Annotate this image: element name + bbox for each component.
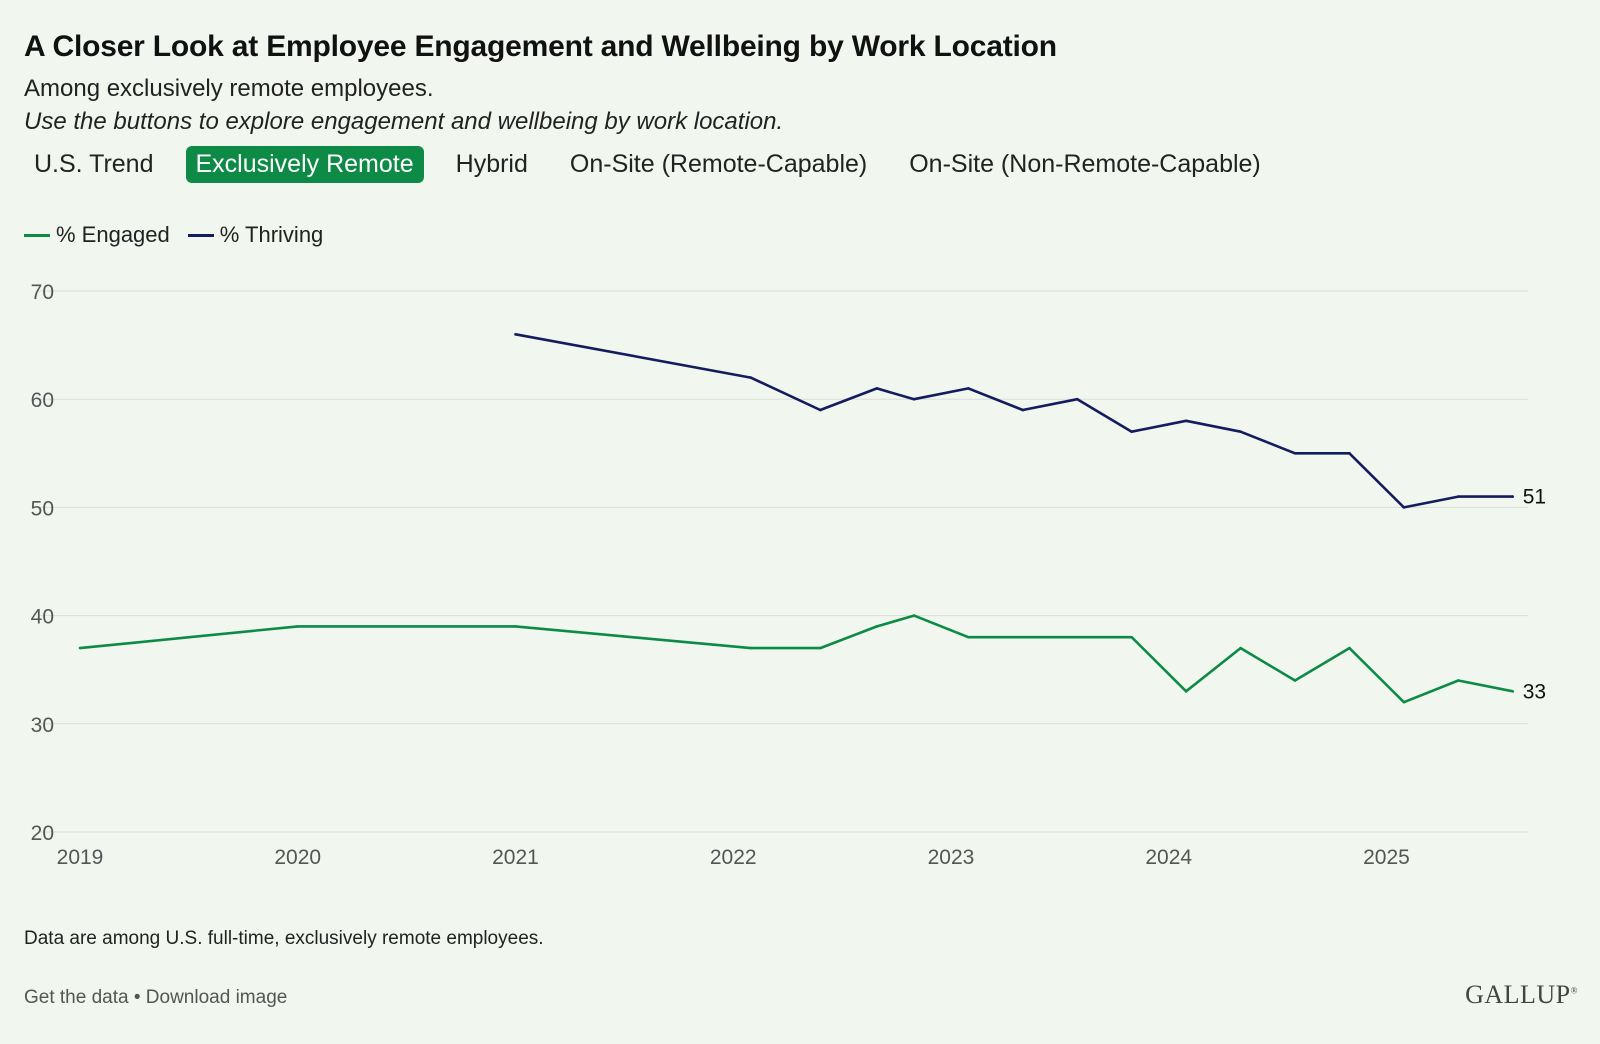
- data-point-engaged: [1184, 690, 1188, 693]
- tab-us-trend[interactable]: U.S. Trend: [34, 150, 154, 178]
- end-label-thriving: 51: [1523, 486, 1546, 509]
- x-tick-label: 2023: [928, 846, 975, 869]
- footer-separator: •: [128, 987, 146, 1008]
- data-point-engaged: [1402, 700, 1406, 704]
- data-point-engaged: [1511, 690, 1515, 693]
- gallup-logo-mark: ®: [1570, 985, 1578, 996]
- data-point-thriving: [1184, 419, 1188, 423]
- data-point-thriving: [1239, 430, 1242, 433]
- data-point-engaged: [912, 614, 916, 617]
- data-point-engaged: [875, 625, 879, 628]
- data-point-thriving: [1075, 397, 1079, 401]
- x-tick-label: 2024: [1145, 846, 1192, 869]
- data-point-thriving: [1511, 495, 1515, 498]
- chart-instructions: Use the buttons to explore engagement an…: [24, 108, 784, 135]
- x-tick-label: 2022: [710, 846, 757, 869]
- y-tick-label: 40: [31, 606, 54, 629]
- chart-title: A Closer Look at Employee Engagement and…: [24, 30, 1057, 63]
- chart-legend: % Engaged % Thriving: [24, 222, 341, 248]
- data-point-engaged: [1348, 646, 1351, 650]
- series-line-engaged: [79, 614, 1514, 704]
- series-line-thriving: [515, 333, 1513, 509]
- y-tick-label: 70: [31, 281, 54, 304]
- end-label-engaged: 33: [1523, 680, 1546, 703]
- data-point-thriving: [1457, 495, 1460, 498]
- data-point-engaged: [514, 625, 517, 628]
- data-point-thriving: [1130, 430, 1134, 433]
- legend-swatch-engaged: [24, 233, 50, 237]
- gallup-logo-text: GALLUP: [1465, 980, 1571, 1009]
- data-point-engaged: [967, 635, 970, 639]
- tab-on-site-remote-capable[interactable]: On-Site (Remote-Capable): [569, 150, 868, 178]
- tab-exclusively-remote[interactable]: Exclusively Remote: [185, 146, 424, 183]
- legend-swatch-thriving: [187, 233, 214, 237]
- legend-label-thriving: % Thriving: [219, 222, 324, 247]
- data-point-engaged: [749, 646, 752, 650]
- data-point-thriving: [1348, 452, 1351, 455]
- data-point-thriving: [967, 387, 970, 390]
- x-tick-label: 2020: [274, 846, 321, 869]
- chart-subtitle: Among exclusively remote employees.: [24, 75, 434, 102]
- data-point-thriving: [819, 408, 822, 412]
- y-tick-label: 30: [31, 714, 54, 737]
- data-point-engaged: [1130, 635, 1134, 639]
- legend-label-engaged: % Engaged: [56, 222, 170, 247]
- y-tick-label: 50: [31, 497, 54, 520]
- data-point-thriving: [1402, 506, 1406, 509]
- x-tick-label: 2021: [492, 846, 539, 869]
- download-image-link[interactable]: Download image: [145, 987, 288, 1008]
- location-tabs: U.S. Trend Exclusively Remote Hybrid On-…: [24, 146, 1285, 183]
- data-point-thriving: [1021, 408, 1025, 412]
- data-point-thriving: [749, 376, 752, 379]
- x-tick-label: 2025: [1363, 846, 1410, 869]
- legend-item-thriving[interactable]: % Thriving: [187, 222, 324, 248]
- data-point-thriving: [875, 387, 879, 390]
- data-point-thriving: [912, 397, 916, 401]
- data-point-thriving: [514, 332, 517, 336]
- get-data-link[interactable]: Get the data: [24, 987, 129, 1008]
- line-chart: 20 30 40 50 60 70 2019 2020 2021 2022 2023 2024 2025…: [31, 281, 1546, 869]
- gallup-logo: GALLUP®: [1465, 980, 1578, 1010]
- tab-hybrid[interactable]: Hybrid: [455, 150, 528, 178]
- y-tick-label: 60: [31, 389, 54, 412]
- tab-on-site-non-remote-capable[interactable]: On-Site (Non-Remote-Capable): [909, 150, 1261, 178]
- data-point-thriving: [1293, 452, 1297, 455]
- data-point-engaged: [819, 646, 822, 650]
- footer-links: Get the data • Download image: [24, 987, 287, 1009]
- data-point-engaged: [296, 625, 300, 628]
- legend-item-engaged[interactable]: % Engaged: [24, 222, 170, 248]
- data-point-engaged: [1293, 679, 1297, 682]
- data-note: Data are among U.S. full-time, exclusive…: [24, 928, 544, 949]
- data-point-engaged: [1239, 646, 1242, 650]
- data-point-engaged: [1457, 679, 1460, 682]
- data-point-engaged: [78, 646, 82, 650]
- x-tick-label: 2019: [57, 846, 104, 869]
- y-tick-label: 20: [31, 822, 54, 845]
